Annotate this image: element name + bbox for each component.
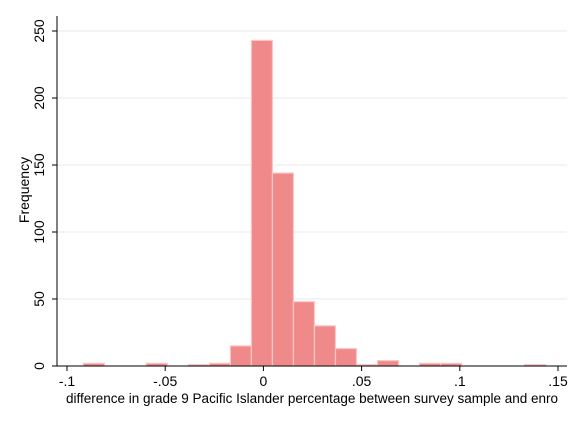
- x-tick-label: -.05: [153, 373, 177, 389]
- y-axis-ticks: 0 50 100 150 200 250: [31, 19, 57, 370]
- x-tick-label: 0: [260, 373, 268, 389]
- histogram-bar: [229, 345, 253, 367]
- histogram-bar: [250, 39, 274, 367]
- x-tick-label: .15: [548, 373, 568, 389]
- y-tick-label: 200: [31, 86, 47, 110]
- histogram-bar: [376, 360, 400, 367]
- histogram-bars: [82, 39, 547, 367]
- histogram-bar: [334, 347, 358, 367]
- y-tick-label: 150: [31, 153, 47, 177]
- y-tick-label: 250: [31, 19, 47, 43]
- x-tick-label: .1: [454, 373, 466, 389]
- y-axis-label: Frequency: [16, 157, 32, 223]
- x-axis-label: difference in grade 9 Pacific Islander p…: [66, 391, 558, 406]
- y-tick-label: 0: [31, 362, 47, 370]
- y-tick-label: 50: [31, 291, 47, 307]
- x-axis-ticks: -.1 -.05 0 .05 .1 .15: [59, 366, 568, 389]
- y-tick-label: 100: [31, 220, 47, 244]
- histogram-bar: [292, 301, 316, 367]
- x-tick-label: -.1: [59, 373, 76, 389]
- histogram-bar: [313, 325, 337, 367]
- grid-lines: [57, 30, 567, 300]
- axes: [56, 16, 567, 367]
- x-tick-label: .05: [352, 373, 372, 389]
- histogram-bar: [271, 172, 295, 367]
